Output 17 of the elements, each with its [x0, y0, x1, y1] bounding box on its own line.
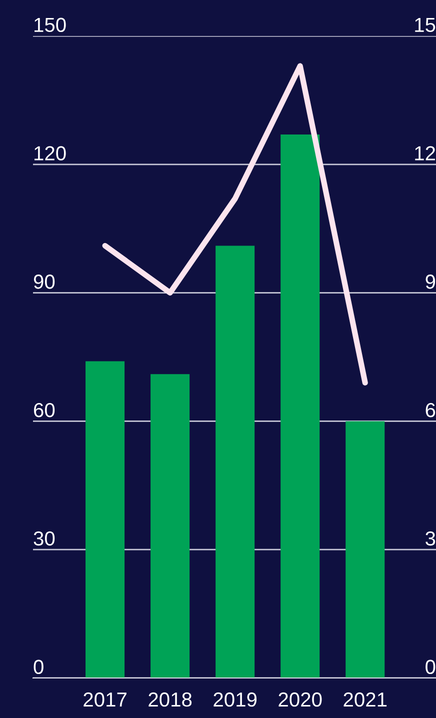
y2-tick-label: 9	[426, 274, 436, 289]
x-tick-label: 2019	[214, 692, 257, 707]
y-tick-label: 150	[34, 18, 66, 32]
y2-tick-label: 0	[426, 660, 436, 674]
y2-tick-label: 15	[415, 18, 436, 32]
y-tick-label: 90	[34, 274, 55, 289]
x-tick-label: 2020	[278, 692, 322, 707]
y2-tick-label: 6	[426, 402, 436, 418]
x-tick-label: 2021	[344, 692, 387, 707]
y-tick-label: 120	[34, 146, 66, 160]
y-tick-label: 30	[34, 531, 55, 546]
x-tick-label: 2017	[84, 692, 126, 707]
y-tick-label: 0	[34, 660, 44, 674]
y2-tick-label: 12	[415, 146, 435, 160]
y2-tick-label: 3	[426, 531, 436, 546]
x-tick-label: 2018	[148, 692, 192, 707]
y-tick-label: 60	[34, 402, 55, 418]
